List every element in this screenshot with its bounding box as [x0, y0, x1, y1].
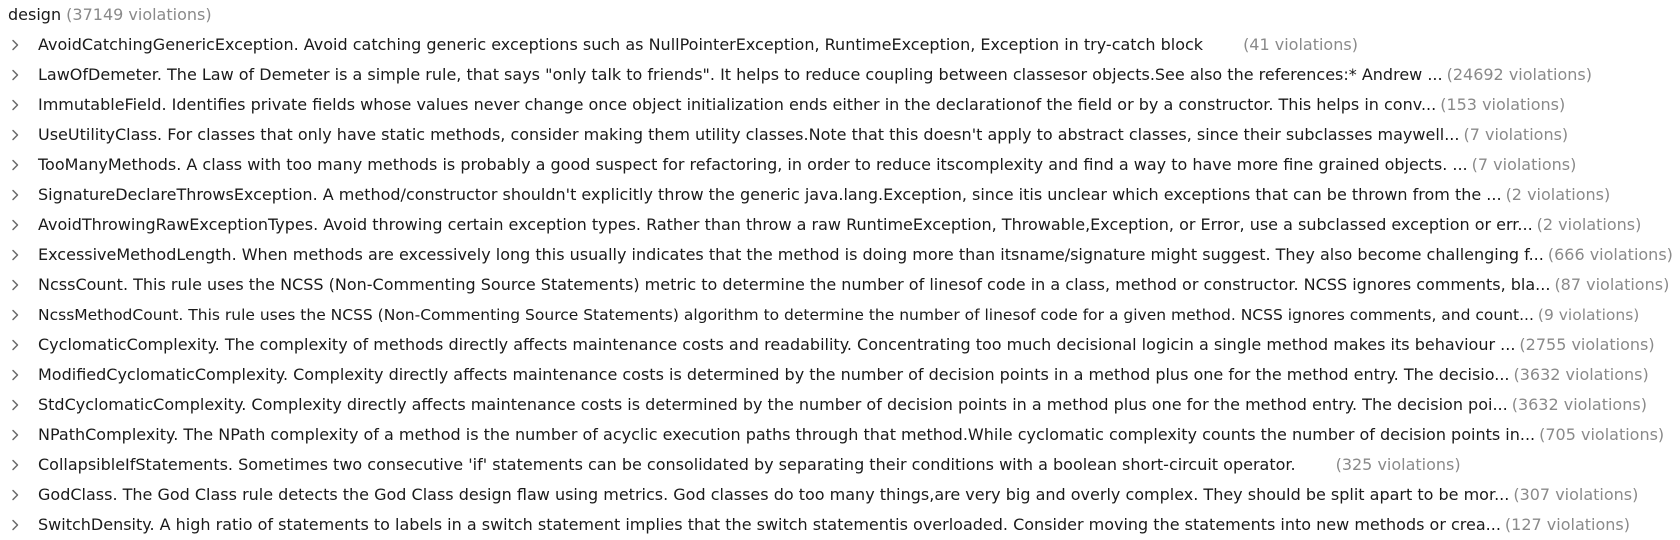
rule-violation-count: (2755 violations) — [1519, 335, 1655, 354]
chevron-right-icon[interactable] — [9, 99, 21, 111]
rule-label: SignatureDeclareThrowsException. A metho… — [38, 180, 1610, 210]
rule-label: CollapsibleIfStatements. Sometimes two c… — [38, 450, 1461, 480]
rule-description: NcssMethodCount. This rule uses the NCSS… — [38, 306, 1534, 324]
rule-description: ImmutableField. Identifies private field… — [38, 95, 1437, 114]
rule-row[interactable]: ImmutableField. Identifies private field… — [0, 90, 1680, 120]
rule-label: ModifiedCyclomaticComplexity. Complexity… — [38, 360, 1649, 390]
rule-row[interactable]: CollapsibleIfStatements. Sometimes two c… — [0, 450, 1680, 480]
chevron-right-icon[interactable] — [9, 459, 21, 471]
rule-row[interactable]: AvoidThrowingRawExceptionTypes. Avoid th… — [0, 210, 1680, 240]
rule-description: AvoidCatchingGenericException. Avoid cat… — [38, 35, 1204, 54]
rule-violation-count: (153 violations) — [1440, 95, 1566, 114]
chevron-right-icon[interactable] — [9, 309, 21, 321]
chevron-right-icon[interactable] — [9, 489, 21, 501]
rule-description: SwitchDensity. A high ratio of statement… — [38, 515, 1501, 534]
rule-violation-count: (41 violations) — [1243, 35, 1358, 54]
rule-violation-count: (2 violations) — [1505, 185, 1611, 204]
chevron-right-icon[interactable] — [9, 369, 21, 381]
rule-description: GodClass. The God Class rule detects the… — [38, 485, 1510, 504]
rule-description: NPathComplexity. The NPath complexity of… — [38, 425, 1536, 444]
rule-description: ExcessiveMethodLength. When methods are … — [38, 245, 1544, 264]
rule-description: CollapsibleIfStatements. Sometimes two c… — [38, 455, 1296, 474]
chevron-right-icon[interactable] — [9, 249, 21, 261]
rule-label: AvoidThrowingRawExceptionTypes. Avoid th… — [38, 210, 1641, 240]
rule-violation-count: (9 violations) — [1537, 306, 1640, 324]
rule-label: AvoidCatchingGenericException. Avoid cat… — [38, 30, 1358, 60]
rule-row[interactable]: SwitchDensity. A high ratio of statement… — [0, 510, 1680, 540]
rule-row[interactable]: ExcessiveMethodLength. When methods are … — [0, 240, 1680, 270]
rule-row[interactable]: UseUtilityClass. For classes that only h… — [0, 120, 1680, 150]
rule-violation-count: (3632 violations) — [1513, 365, 1649, 384]
rule-description: NcssCount. This rule uses the NCSS (Non-… — [38, 275, 1551, 294]
chevron-right-icon[interactable] — [9, 39, 21, 51]
rule-violation-count: (87 violations) — [1554, 275, 1670, 294]
rule-label: NcssCount. This rule uses the NCSS (Non-… — [38, 270, 1669, 300]
rule-label: UseUtilityClass. For classes that only h… — [38, 120, 1568, 150]
rule-label: LawOfDemeter. The Law of Demeter is a si… — [38, 60, 1592, 90]
rule-label: ExcessiveMethodLength. When methods are … — [38, 240, 1673, 270]
rule-violation-count: (24692 violations) — [1446, 65, 1592, 84]
chevron-right-icon[interactable] — [9, 339, 21, 351]
rule-description: TooManyMethods. A class with too many me… — [38, 155, 1468, 174]
rule-violation-count: (705 violations) — [1539, 425, 1665, 444]
rule-description: ModifiedCyclomaticComplexity. Complexity… — [38, 365, 1510, 384]
chevron-right-icon[interactable] — [9, 219, 21, 231]
rule-label: StdCyclomaticComplexity. Complexity dire… — [38, 390, 1647, 420]
rule-row[interactable]: GodClass. The God Class rule detects the… — [0, 480, 1680, 510]
rule-description: StdCyclomaticComplexity. Complexity dire… — [38, 395, 1508, 414]
rule-description: UseUtilityClass. For classes that only h… — [38, 125, 1460, 144]
group-violation-count: (37149 violations) — [66, 5, 212, 24]
rule-row[interactable]: SignatureDeclareThrowsException. A metho… — [0, 180, 1680, 210]
chevron-right-icon[interactable] — [9, 159, 21, 171]
chevron-right-icon[interactable] — [9, 519, 21, 531]
rule-violation-count: (7 violations) — [1471, 155, 1577, 174]
group-name: design — [8, 5, 62, 24]
rule-row[interactable]: NPathComplexity. The NPath complexity of… — [0, 420, 1680, 450]
rule-violation-count: (3632 violations) — [1511, 395, 1647, 414]
rule-description: CyclomaticComplexity. The complexity of … — [38, 335, 1516, 354]
rule-label: CyclomaticComplexity. The complexity of … — [38, 330, 1655, 360]
rule-description: SignatureDeclareThrowsException. A metho… — [38, 185, 1502, 204]
rule-label: SwitchDensity. A high ratio of statement… — [38, 510, 1630, 540]
rule-label: TooManyMethods. A class with too many me… — [38, 150, 1576, 180]
chevron-right-icon[interactable] — [9, 189, 21, 201]
group-header-design[interactable]: design (37149 violations) — [8, 2, 212, 28]
rule-row[interactable]: NcssCount. This rule uses the NCSS (Non-… — [0, 270, 1680, 300]
rule-label: NcssMethodCount. This rule uses the NCSS… — [38, 300, 1639, 330]
rule-list: AvoidCatchingGenericException. Avoid cat… — [0, 30, 1680, 540]
chevron-right-icon[interactable] — [9, 69, 21, 81]
rule-violation-count: (7 violations) — [1463, 125, 1569, 144]
rule-row[interactable]: NcssMethodCount. This rule uses the NCSS… — [0, 300, 1680, 330]
rule-row[interactable]: TooManyMethods. A class with too many me… — [0, 150, 1680, 180]
rule-violation-count: (666 violations) — [1547, 245, 1673, 264]
rule-description: LawOfDemeter. The Law of Demeter is a si… — [38, 65, 1443, 84]
rule-label: NPathComplexity. The NPath complexity of… — [38, 420, 1664, 450]
rule-row[interactable]: CyclomaticComplexity. The complexity of … — [0, 330, 1680, 360]
rule-row[interactable]: StdCyclomaticComplexity. Complexity dire… — [0, 390, 1680, 420]
rule-row[interactable]: AvoidCatchingGenericException. Avoid cat… — [0, 30, 1680, 60]
chevron-right-icon[interactable] — [9, 129, 21, 141]
chevron-right-icon[interactable] — [9, 399, 21, 411]
rule-violation-count: (307 violations) — [1513, 485, 1639, 504]
rule-label: ImmutableField. Identifies private field… — [38, 90, 1565, 120]
rule-violation-count: (127 violations) — [1504, 515, 1630, 534]
rule-violation-count: (2 violations) — [1536, 215, 1642, 234]
rule-description: AvoidThrowingRawExceptionTypes. Avoid th… — [38, 215, 1533, 234]
rule-row[interactable]: ModifiedCyclomaticComplexity. Complexity… — [0, 360, 1680, 390]
rule-label: GodClass. The God Class rule detects the… — [38, 480, 1638, 510]
rule-row[interactable]: LawOfDemeter. The Law of Demeter is a si… — [0, 60, 1680, 90]
chevron-right-icon[interactable] — [9, 429, 21, 441]
chevron-right-icon[interactable] — [9, 279, 21, 291]
rule-violation-count: (325 violations) — [1335, 455, 1461, 474]
